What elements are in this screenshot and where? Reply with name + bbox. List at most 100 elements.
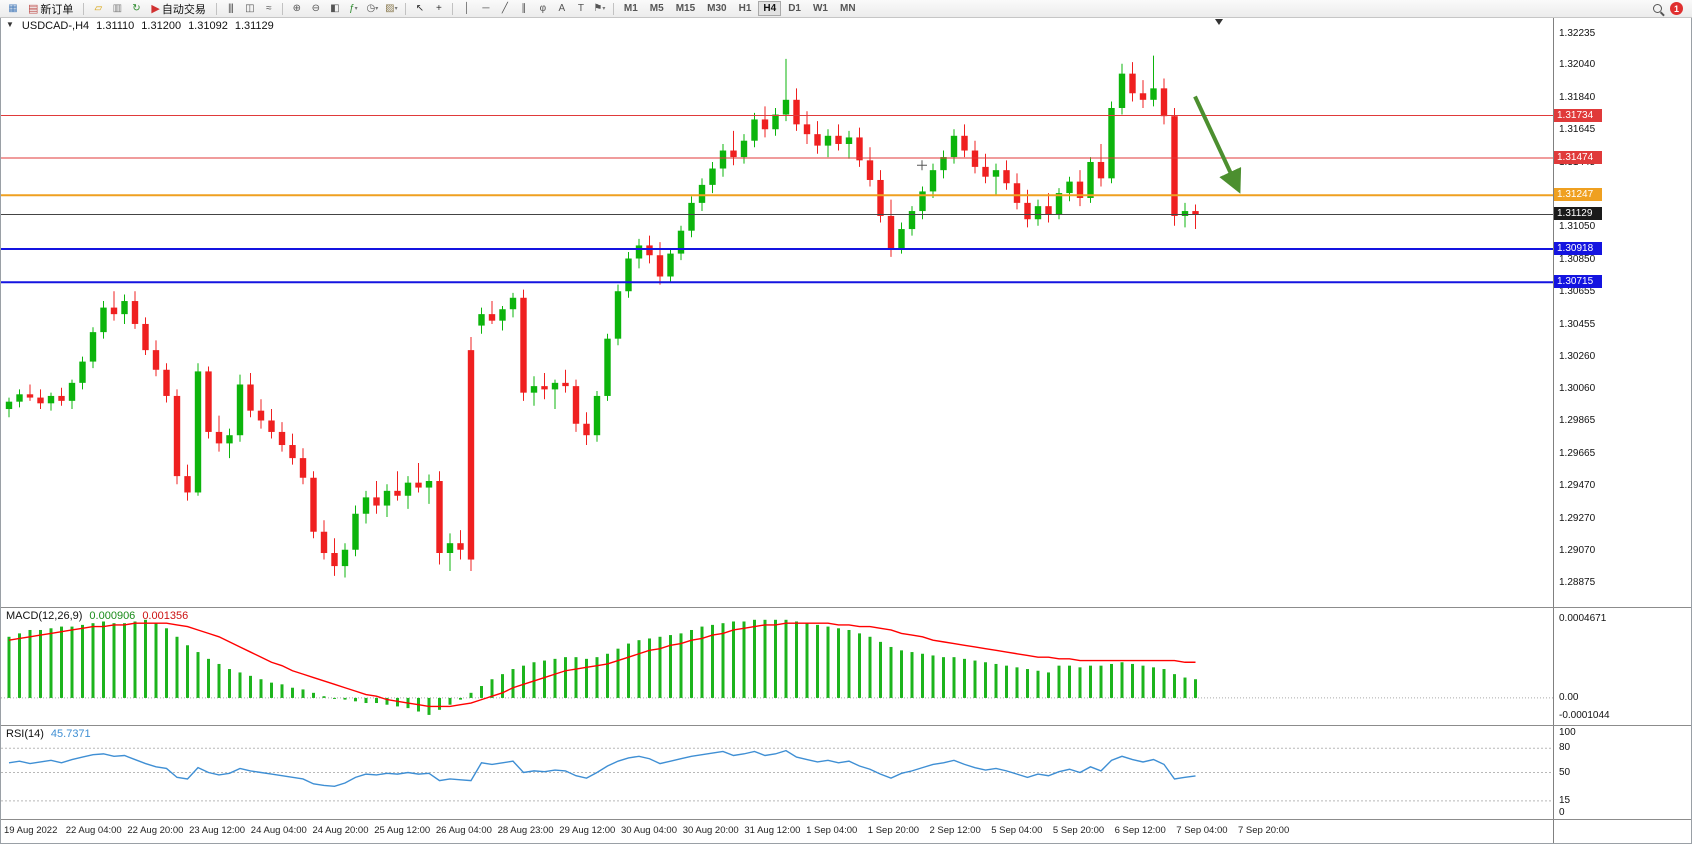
price-axis-label: 1.31050 (1559, 221, 1596, 233)
price-axis-label: 1.30260 (1559, 350, 1596, 362)
timeframe-button-mn[interactable]: MN (839, 3, 856, 14)
label-icon[interactable]: T (572, 1, 589, 17)
macd-axis-label: -0.0001044 (1559, 709, 1610, 721)
toolbar-separator (612, 2, 614, 15)
candlestick-chart-icon[interactable]: ◫ (241, 1, 258, 17)
rsi-axis-label: 80 (1559, 742, 1571, 754)
chart-open-value: 1.31110 (96, 20, 135, 32)
price-level-tag: 1.30918 (1554, 242, 1602, 256)
rsi-axis-label: 0 (1559, 807, 1565, 818)
arrows-icon[interactable]: ⚑ ▾ (591, 1, 608, 17)
refresh-icon: ↻ (132, 3, 140, 14)
trendline-icon[interactable]: ╱ (496, 1, 513, 17)
timeframe-group: M1 M5 M15 M30 H1 H4 D1 W1 MN (618, 1, 862, 16)
label-icon: T (577, 3, 584, 14)
trendline-icon: ╱ (501, 3, 508, 14)
current-price-tag: 1.31129 (1554, 207, 1602, 221)
one-click-trading-toggle[interactable]: ▼ (6, 20, 14, 29)
notification-badge[interactable]: 1 (1670, 2, 1683, 15)
periods-icon: ◷ (366, 3, 376, 14)
price-level-tag: 1.30715 (1554, 275, 1602, 289)
line-chart-icon: ≈ (266, 3, 271, 14)
text-icon[interactable]: A (553, 1, 570, 17)
autotrading-button: ▶ (151, 3, 160, 15)
price-axis-label: 1.30655 (1559, 286, 1596, 298)
channel-icon: ∥ (521, 3, 526, 14)
rsi-plot[interactable]: RSI(14) 45.7371 (1, 726, 1553, 819)
zoom-in-icon[interactable]: ⊕ (288, 1, 305, 17)
dropdown-caret-icon: ▾ (394, 6, 398, 12)
trend-arrow-annotation[interactable] (1193, 95, 1242, 194)
time-axis[interactable]: 19 Aug 2022 22 Aug 04:00 22 Aug 20:00 23 Au… (1, 820, 1553, 843)
market-watch-icon[interactable]: ▱ (89, 1, 106, 17)
price-axis-label: 1.29665 (1559, 448, 1596, 460)
main-chart-plot[interactable]: ▼ USDCAD-,H4 1.31110 1.31200 1.31092 1.3… (1, 18, 1553, 607)
chart-window-icon[interactable]: ▦ (4, 1, 21, 17)
time-axis-label: 19 Aug 2022 (4, 825, 58, 836)
chart-shift-marker-icon[interactable] (1215, 19, 1223, 25)
macd-plot[interactable]: MACD(12,26,9) 0.000906 0.001356 (1, 608, 1553, 725)
time-axis-label: 2 Sep 12:00 (929, 825, 981, 836)
new-order-button[interactable]: ▤ 新订单 (23, 1, 78, 17)
cursor-icon[interactable]: ↖ (411, 1, 428, 17)
dropdown-caret-icon: ▾ (602, 6, 606, 12)
toolbar-separator (451, 2, 453, 15)
indicators-icon[interactable]: ƒ ▾ (345, 1, 362, 17)
price-axis[interactable]: 1.322351.320401.318401.316451.314451.312… (1553, 18, 1691, 607)
price-level-tag: 1.31474 (1554, 151, 1602, 165)
toolbar-separator (404, 2, 406, 15)
fibonacci-icon[interactable]: φ (534, 1, 551, 17)
rsi-axis: 100 80 50 15 0 (1553, 726, 1691, 819)
main-toolbar: ▦ ▤ 新订单 ▱ ▥ ↻ ▶ 自动交易 ||| ◫ ≈ ⊕ ⊖ ◧ ƒ ▾ ◷ ▾ ▨ ▾ ↖ + │ ─ ╱ ∥ φ A T ⚑ ▾ M… (0, 0, 1692, 18)
price-axis-label: 1.30060 (1559, 383, 1596, 395)
time-axis-label: 5 Sep 04:00 (991, 825, 1043, 836)
bar-chart-icon: ||| (227, 3, 234, 14)
indicators-icon: ƒ (349, 3, 354, 14)
vertical-line-icon[interactable]: │ (458, 1, 475, 17)
time-axis-label: 6 Sep 12:00 (1114, 825, 1166, 836)
autotrading-button-label: 自动交易 (161, 3, 206, 16)
macd-axis-label: 0.0004671 (1559, 612, 1607, 624)
periods-icon[interactable]: ◷ ▾ (364, 1, 381, 17)
crosshair-icon[interactable]: + (430, 1, 447, 17)
macd-row: MACD(12,26,9) 0.000906 0.001356 0.000467… (1, 607, 1691, 725)
time-axis-label: 5 Sep 20:00 (1052, 825, 1105, 836)
time-axis-label: 24 Aug 20:00 (312, 825, 369, 836)
timeframe-button-m5[interactable]: M5 (649, 3, 664, 14)
bar-chart-icon[interactable]: ||| (222, 1, 239, 17)
market-watch-icon: ▱ (94, 3, 103, 14)
time-axis-label: 25 Aug 12:00 (374, 825, 431, 836)
vertical-line-icon: │ (463, 3, 470, 14)
refresh-icon[interactable]: ↻ (127, 1, 144, 17)
horizontal-line-icon[interactable]: ─ (477, 1, 494, 17)
timeframe-button-w1[interactable]: W1 (812, 3, 828, 14)
time-axis-label: 1 Sep 20:00 (867, 825, 920, 836)
time-axis-label: 1 Sep 04:00 (806, 825, 858, 836)
crosshair-icon: + (435, 3, 442, 14)
price-axis-label: 1.29470 (1559, 479, 1596, 491)
search-icon[interactable] (1653, 4, 1662, 13)
toolbar-separator (281, 2, 283, 15)
data-window-icon[interactable]: ▥ (108, 1, 125, 17)
line-chart-icon[interactable]: ≈ (260, 1, 277, 17)
channel-icon[interactable]: ∥ (515, 1, 532, 17)
templates-icon[interactable]: ▨ ▾ (383, 1, 400, 17)
macd-axis: 0.0004671 0.00 -0.0001044 (1553, 608, 1691, 725)
rsi-axis-label: 50 (1559, 766, 1571, 778)
timeframe-button-h1[interactable]: H1 (738, 3, 752, 14)
time-axis-label: 22 Aug 04:00 (65, 825, 122, 836)
autotrading-button[interactable]: ▶ 自动交易 (146, 1, 210, 17)
timeframe-button-m30[interactable]: M30 (707, 3, 727, 14)
timeframe-button-m15[interactable]: M15 (675, 3, 696, 14)
tile-windows-icon[interactable]: ◧ (326, 1, 343, 17)
chart-window-icon: ▦ (8, 3, 18, 14)
timeframe-button-d1[interactable]: D1 (788, 3, 801, 14)
chart-window: ▼ USDCAD-,H4 1.31110 1.31200 1.31092 1.3… (0, 18, 1692, 844)
timeframe-button-m1[interactable]: M1 (623, 3, 638, 14)
price-axis-label: 1.28875 (1559, 577, 1596, 589)
timeframe-button-h4[interactable]: H4 (758, 1, 782, 16)
macd-signal-value: 0.001356 (142, 610, 189, 622)
chart-low-value: 1.31092 (188, 20, 228, 32)
zoom-out-icon[interactable]: ⊖ (307, 1, 324, 17)
price-axis-label: 1.32235 (1559, 27, 1596, 39)
